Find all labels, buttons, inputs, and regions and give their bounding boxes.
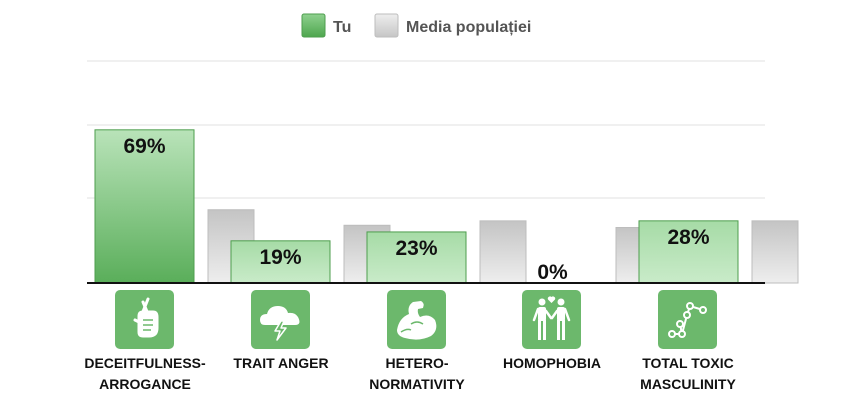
category-label-line: TOTAL TOXIC bbox=[642, 355, 734, 371]
bar-media-heteronormativity bbox=[479, 220, 527, 284]
category-label-trait-anger: TRAIT ANGER bbox=[201, 353, 361, 374]
fingers-crossed-icon bbox=[115, 290, 174, 349]
connected-dots-icon bbox=[658, 290, 717, 349]
category-label-total-toxic-masculinity: TOTAL TOXIC MASCULINITY bbox=[608, 353, 768, 395]
value-labels-group: 69% 19% 23% 0% 28% bbox=[123, 135, 709, 284]
category-label-line: MASCULINITY bbox=[640, 376, 736, 392]
value-label-trait-anger: 19% bbox=[259, 246, 301, 269]
legend-label-media: Media populației bbox=[406, 19, 531, 36]
category-label-heteronormativity: HETERO- NORMATIVITY bbox=[337, 353, 497, 395]
bar-tu-heteronormativity bbox=[366, 231, 467, 284]
value-label-total-toxic-masculinity: 28% bbox=[667, 226, 709, 249]
storm-cloud-icon bbox=[251, 290, 310, 349]
flexed-arm-icon bbox=[387, 290, 446, 349]
bars-group bbox=[94, 129, 799, 284]
category-label-line: ARROGANCE bbox=[99, 376, 191, 392]
bar-tu-trait-anger bbox=[230, 240, 331, 284]
bar-tu-total-toxic-masculinity bbox=[638, 220, 739, 284]
category-label-homophobia: HOMOPHOBIA bbox=[472, 353, 632, 374]
legend-swatch-media bbox=[374, 13, 399, 38]
category-label-line: NORMATIVITY bbox=[369, 376, 465, 392]
bar-tu-deceitfulness bbox=[94, 129, 195, 284]
category-label-line: DECEITFULNESS- bbox=[84, 355, 206, 371]
category-label-line: HETERO- bbox=[385, 355, 449, 371]
value-label-homophobia: 0% bbox=[537, 261, 568, 284]
category-label-line: TRAIT ANGER bbox=[233, 355, 329, 371]
category-label-deceitfulness: DECEITFULNESS- ARROGANCE bbox=[65, 353, 225, 395]
bar-media-total-toxic-masculinity bbox=[751, 220, 799, 284]
legend: Tu Media populației bbox=[301, 13, 531, 38]
couple-heart-icon bbox=[522, 290, 581, 349]
legend-label-tu: Tu bbox=[333, 19, 351, 36]
legend-swatch-tu bbox=[301, 13, 326, 38]
category-label-line: HOMOPHOBIA bbox=[503, 355, 601, 371]
gridlines bbox=[87, 60, 765, 199]
value-label-heteronormativity: 23% bbox=[395, 237, 437, 260]
value-label-deceitfulness: 69% bbox=[123, 135, 165, 158]
